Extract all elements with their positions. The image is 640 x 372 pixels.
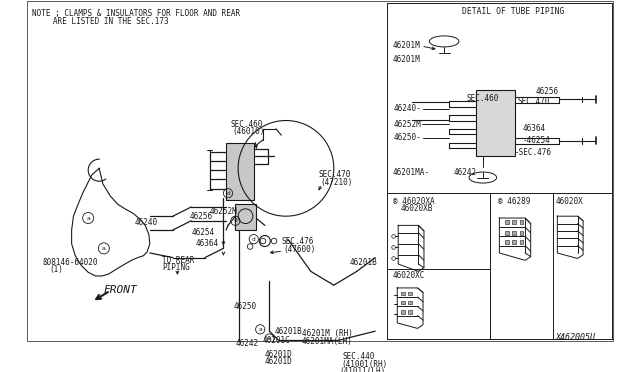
Text: 46201D: 46201D xyxy=(265,350,292,359)
Text: 46020X: 46020X xyxy=(556,197,583,206)
Bar xyxy=(520,231,524,235)
Ellipse shape xyxy=(469,172,497,183)
Circle shape xyxy=(336,352,340,356)
Text: 46364: 46364 xyxy=(522,124,545,133)
Text: (47600): (47600) xyxy=(284,245,316,254)
Ellipse shape xyxy=(429,36,459,47)
Circle shape xyxy=(355,352,359,356)
Bar xyxy=(505,240,509,244)
Text: SEC.470: SEC.470 xyxy=(318,170,351,179)
Bar xyxy=(236,204,255,230)
Text: SEC.460: SEC.460 xyxy=(231,119,263,129)
Bar xyxy=(512,231,516,235)
Text: -46254: -46254 xyxy=(522,136,550,145)
Bar xyxy=(512,220,516,224)
Text: PIPING: PIPING xyxy=(162,263,189,272)
Text: -SEC.476: -SEC.476 xyxy=(515,148,552,157)
Text: 46242: 46242 xyxy=(453,169,477,177)
Text: ® 46289: ® 46289 xyxy=(497,197,530,206)
Text: SEC.476: SEC.476 xyxy=(282,237,314,246)
Text: NOTE ; CLAMPS & INSULATORS FOR FLOOR AND REAR: NOTE ; CLAMPS & INSULATORS FOR FLOOR AND… xyxy=(32,9,240,18)
Text: 46201B: 46201B xyxy=(275,327,303,336)
Bar xyxy=(408,310,412,314)
Text: 46256: 46256 xyxy=(535,87,558,96)
Text: 46020XC: 46020XC xyxy=(393,272,425,280)
Text: (41011(LH): (41011(LH) xyxy=(339,367,385,372)
Bar xyxy=(401,292,404,295)
Text: 46242: 46242 xyxy=(236,339,259,347)
Text: ARE LISTED IN THE SEC.173: ARE LISTED IN THE SEC.173 xyxy=(53,17,169,26)
Text: 46250: 46250 xyxy=(234,302,257,311)
Bar xyxy=(520,240,524,244)
Text: ß08146-64020: ß08146-64020 xyxy=(42,257,98,267)
Text: SEC.440: SEC.440 xyxy=(343,352,376,361)
Text: SEC.470: SEC.470 xyxy=(518,97,550,106)
Bar xyxy=(408,292,412,295)
Text: 46201MA(LH): 46201MA(LH) xyxy=(301,337,353,346)
Text: 46252M-: 46252M- xyxy=(394,120,426,129)
Text: d: d xyxy=(226,191,230,196)
Bar xyxy=(476,90,515,156)
Text: 46252M: 46252M xyxy=(210,207,237,216)
Text: (41001(RH): (41001(RH) xyxy=(341,360,387,369)
Text: 46201MA-: 46201MA- xyxy=(393,169,429,177)
Text: SEC.460: SEC.460 xyxy=(467,94,499,103)
Text: 46256: 46256 xyxy=(189,212,212,221)
Circle shape xyxy=(294,352,300,356)
Circle shape xyxy=(281,352,285,356)
Text: a: a xyxy=(86,215,90,221)
Bar xyxy=(505,220,509,224)
Text: a: a xyxy=(268,336,271,341)
Text: TO REAR: TO REAR xyxy=(162,256,194,265)
Bar xyxy=(505,231,509,235)
Text: 46201M: 46201M xyxy=(393,42,420,51)
Text: d: d xyxy=(252,237,255,242)
Text: 46250-: 46250- xyxy=(394,134,421,142)
Text: (1): (1) xyxy=(49,265,63,274)
Text: X462005U: X462005U xyxy=(556,333,595,342)
Text: 46201C: 46201C xyxy=(263,336,291,345)
Bar xyxy=(408,301,412,305)
Text: 46020XB: 46020XB xyxy=(401,204,433,213)
Bar xyxy=(520,220,524,224)
Text: a: a xyxy=(259,327,262,332)
Text: FRONT: FRONT xyxy=(104,285,138,295)
Text: 46364: 46364 xyxy=(196,239,219,248)
Text: 46201D: 46201D xyxy=(265,357,292,366)
Text: 46240: 46240 xyxy=(135,218,158,227)
Text: (46010): (46010) xyxy=(232,127,265,136)
Text: 46201M (RH): 46201M (RH) xyxy=(301,329,353,338)
Bar xyxy=(512,240,516,244)
Text: 46201B: 46201B xyxy=(349,257,377,267)
Text: 46201M: 46201M xyxy=(393,55,420,64)
Bar xyxy=(401,310,404,314)
Bar xyxy=(401,301,404,305)
Text: a: a xyxy=(102,246,106,251)
Bar xyxy=(226,142,254,200)
Text: DETAIL OF TUBE PIPING: DETAIL OF TUBE PIPING xyxy=(461,7,564,16)
Circle shape xyxy=(313,352,317,356)
Text: (47210): (47210) xyxy=(320,177,353,186)
Text: 46240-: 46240- xyxy=(394,104,421,113)
Text: 46254: 46254 xyxy=(191,228,214,237)
Text: ® 46020XA: ® 46020XA xyxy=(393,197,435,206)
Text: d: d xyxy=(234,218,237,223)
